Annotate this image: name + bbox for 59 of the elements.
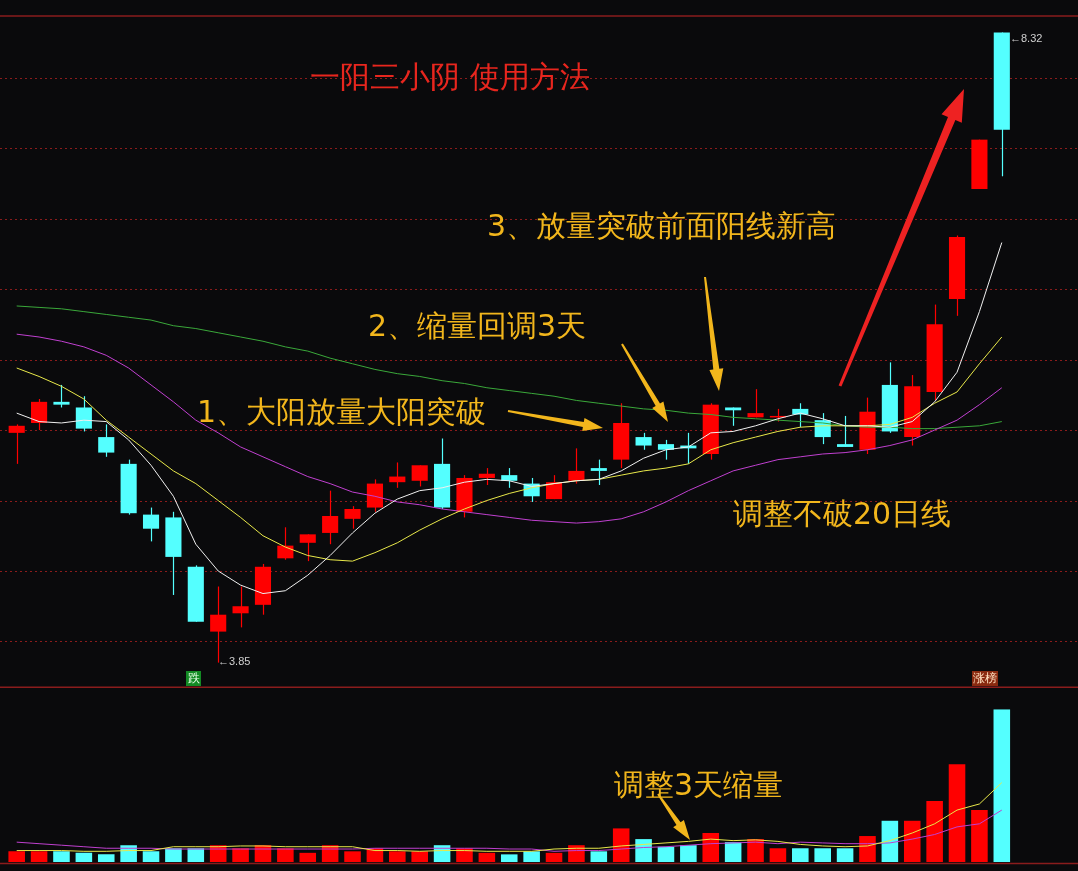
annotation: ←8.32 [1010,32,1043,44]
bar [30,851,48,862]
candlestick [299,533,316,562]
bar [8,851,25,862]
text: 一阳三小阴 使用方法 [310,59,590,94]
candlestick [725,406,742,427]
bar [612,828,630,862]
bar [500,854,518,862]
bar [389,851,406,862]
bar [411,851,428,862]
bar [523,851,540,862]
candlestick [322,490,339,545]
candlestick [501,467,518,489]
annotation: 涨榜 [972,671,998,686]
candlestick [232,585,249,628]
annotation: ←3.85 [218,655,251,667]
bar [836,848,854,862]
annotation: 1、大阳放量大阳突破 [197,394,487,429]
bar [97,854,115,862]
bar [724,842,742,862]
bar [702,832,720,862]
candlestick [53,384,70,409]
bar [769,848,787,862]
candlestick [31,398,48,431]
candlestick [837,415,854,448]
bar [926,800,943,862]
bar [590,851,608,862]
bar [993,709,1011,862]
candlestick [366,478,383,513]
bar [971,810,988,862]
bar [680,845,697,862]
bar [948,764,966,862]
candlestick [8,423,25,465]
bar [53,851,70,862]
annotation: 2、缩量回调3天 [368,308,587,343]
bar [478,852,496,862]
bar [859,836,876,862]
bar [299,852,317,862]
candlestick [344,505,361,530]
bar [814,848,831,862]
annotation: 跌 [186,671,201,686]
annotation: 调整不破20日线 [733,496,952,531]
annotation: 3、放量突破前面阳线新高 [487,208,837,243]
bar [903,820,921,862]
bar [344,851,361,862]
annotation: 调整3天缩量 [614,767,784,802]
candlestick [98,423,115,458]
bar [657,846,675,862]
bar [545,852,563,862]
bar [142,851,160,862]
candlestick [411,464,428,488]
bar [75,852,93,862]
candlestick [142,506,160,542]
candlestick [568,447,585,485]
candlestick [75,395,92,433]
candlestick [747,388,764,418]
bar [792,848,809,862]
candlestick [657,439,675,461]
candlestick [590,459,607,486]
